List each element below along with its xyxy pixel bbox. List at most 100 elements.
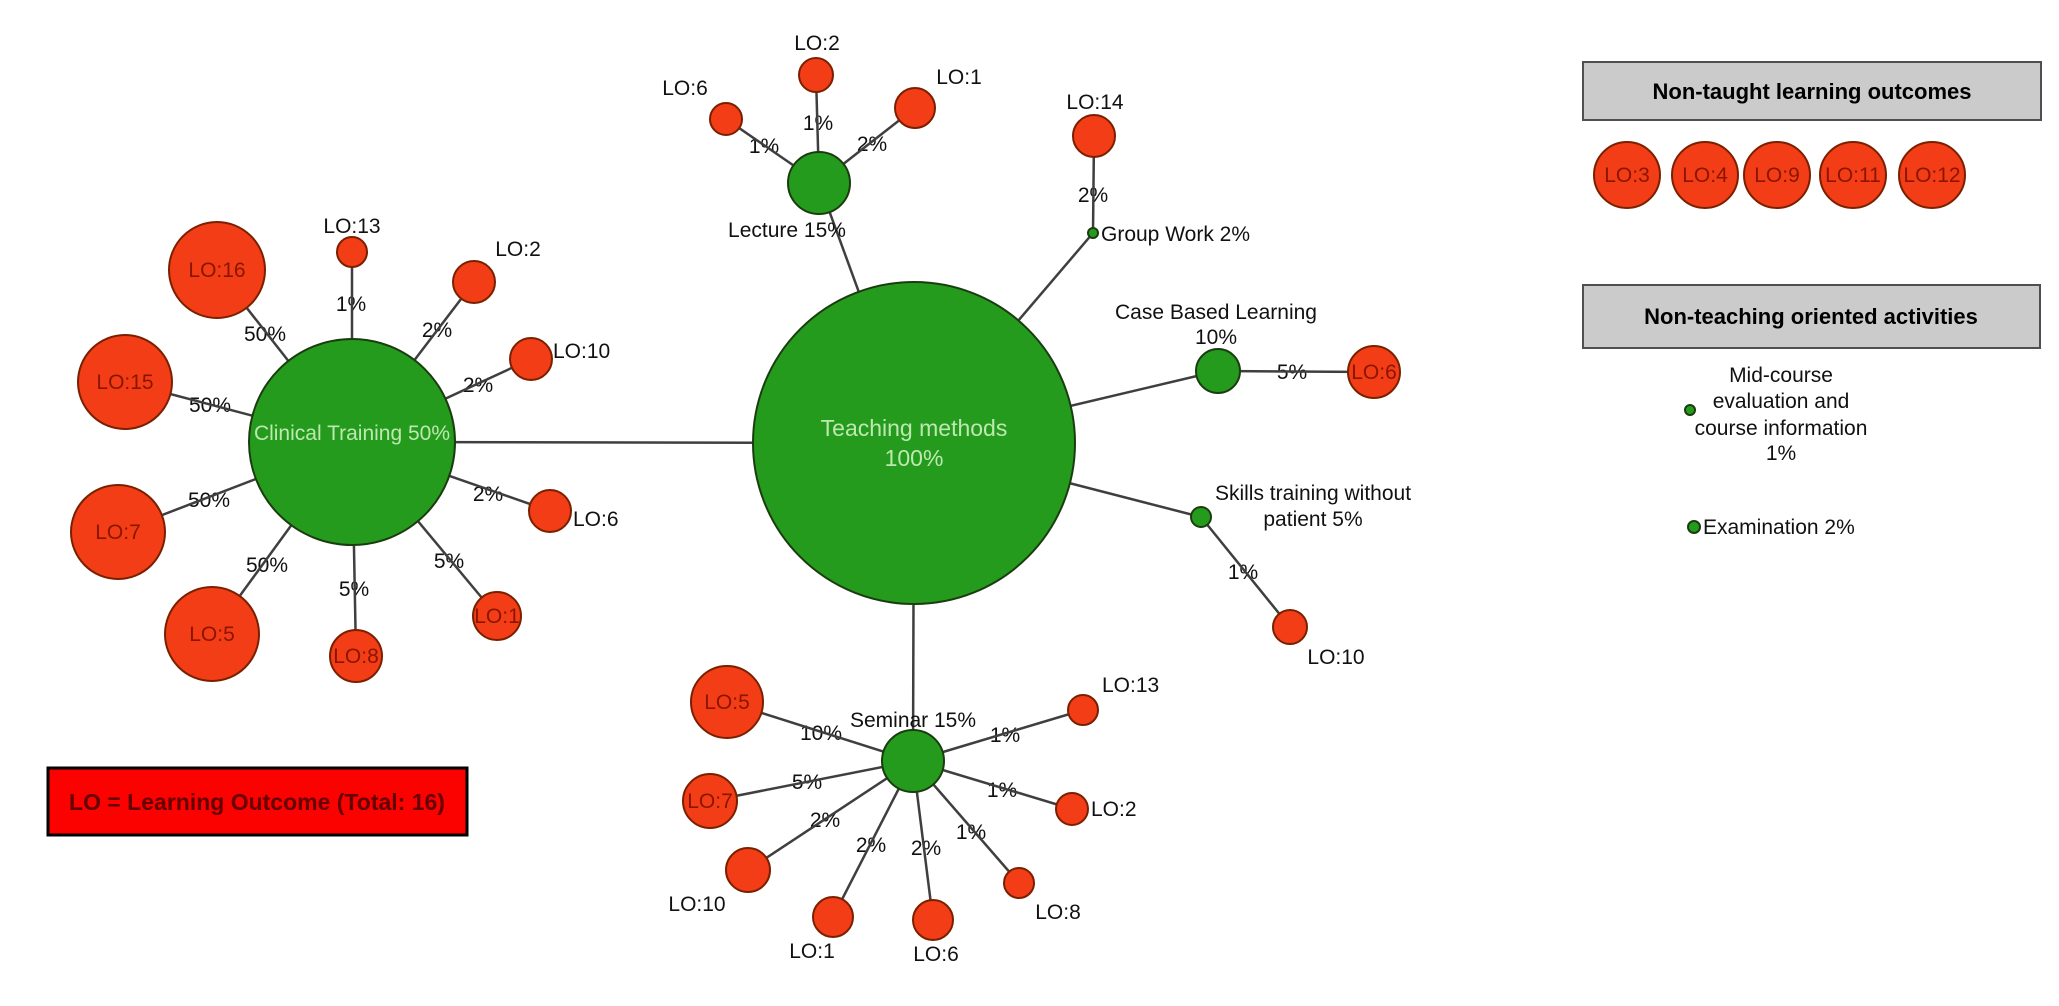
node-clinical-lo8 <box>329 629 383 683</box>
node-nontaught-lo12 <box>1898 141 1966 209</box>
examination-label: Examination 2% <box>1703 516 1855 539</box>
clinical-node-label: Clinical Training 50% <box>254 422 450 445</box>
lo-label-inside: LO:12 <box>1903 164 1960 187</box>
node-clinical-training <box>248 338 456 546</box>
pct-label: 50% <box>188 489 230 512</box>
node-lecture-lo1 <box>894 87 936 129</box>
lecture-node-label: Lecture 15% <box>728 219 846 242</box>
lo-label-inside: LO:15 <box>96 371 153 394</box>
node-case-based-learning <box>1195 348 1241 394</box>
non-taught-header-box <box>1582 61 2042 121</box>
edge-seminar-lo7 <box>709 759 914 803</box>
lo-label: LO:14 <box>1066 91 1124 114</box>
non-taught-title: Non-taught learning outcomes <box>1653 79 1972 104</box>
node-skills-training <box>1190 506 1212 528</box>
central-node-percent: 100% <box>885 445 944 471</box>
node-clinical-lo6 <box>528 489 572 533</box>
pct-label: 2% <box>473 483 503 506</box>
labels: Teaching methods 100% Clinical Training … <box>95 32 1411 966</box>
node-clinical-lo16 <box>168 221 266 319</box>
non-teaching-header-box <box>1582 284 2041 349</box>
node-nontaught-lo9 <box>1743 141 1811 209</box>
node-seminar-lo5 <box>690 665 764 739</box>
node-lecture <box>787 151 851 215</box>
lo-label: LO:2 <box>794 32 840 55</box>
node-groupwork-lo14 <box>1072 114 1116 158</box>
lo-label-inside: LO:5 <box>189 623 235 646</box>
lo-label-inside: LO:8 <box>333 645 379 668</box>
lo-label: LO:10 <box>668 893 725 916</box>
lo-label-inside: LO:7 <box>687 790 733 813</box>
lo-label: LO:8 <box>1035 901 1081 924</box>
node-seminar-lo10 <box>725 847 771 893</box>
groupwork-node-label: Group Work 2% <box>1101 223 1250 246</box>
node-lecture-lo6 <box>709 102 743 136</box>
node-mid-course-dot <box>1684 404 1696 416</box>
lo-label: LO:6 <box>573 508 619 531</box>
pct-label: 1% <box>990 724 1020 747</box>
node-seminar-lo2 <box>1055 792 1089 826</box>
lo-label-inside: LO:6 <box>1351 361 1397 384</box>
node-seminar-lo8 <box>1003 867 1035 899</box>
node-nontaught-lo4 <box>1671 141 1739 209</box>
percent-labels: 50% 1% 2% 2% 2% 5% 5% 50% 50% 50% 1% 1% … <box>188 112 1307 860</box>
lo-label: LO:2 <box>1091 798 1137 821</box>
lo-label: LO:2 <box>495 238 541 261</box>
central-node-label: Teaching methods <box>821 415 1008 441</box>
lo-label-inside: LO:5 <box>704 691 750 714</box>
node-clinical-lo2 <box>452 260 496 304</box>
lo-label-inside: LO:16 <box>188 259 245 282</box>
node-skills-lo10 <box>1272 609 1308 645</box>
node-nontaught-lo11 <box>1819 141 1887 209</box>
pct-label: 50% <box>244 323 286 346</box>
casebased-node-label: Case Based Learning <box>1115 301 1317 324</box>
lo-label-inside: LO:7 <box>95 521 141 544</box>
seminar-node-label: Seminar 15% <box>850 709 976 732</box>
nodes <box>70 57 1401 941</box>
mid-course-line2: evaluation and <box>1713 390 1850 413</box>
lo-label: LO:6 <box>662 77 708 100</box>
node-clinical-lo15 <box>77 334 173 430</box>
legend-box <box>46 766 469 837</box>
edge-skills-lo10 <box>1200 516 1291 628</box>
legend-text: LO = Learning Outcome (Total: 16) <box>69 789 445 815</box>
edge-seminar-lo10 <box>747 759 914 872</box>
lo-label-inside: LO:11 <box>1825 164 1881 187</box>
mid-course-line1: Mid-course <box>1729 364 1833 387</box>
node-seminar-lo7 <box>682 773 738 829</box>
lo-label-inside: LO:9 <box>1754 164 1800 187</box>
node-clinical-lo10 <box>509 337 553 381</box>
lo-label: LO:10 <box>553 340 610 363</box>
lo-label: LO:1 <box>936 66 982 89</box>
node-teaching-methods <box>752 281 1076 605</box>
mid-course-percent: 1% <box>1766 442 1796 465</box>
mid-course-line3: course information <box>1695 417 1868 440</box>
lo-label: LO:1 <box>789 940 835 963</box>
lo-label: LO:6 <box>913 943 959 966</box>
lo-label: LO:13 <box>323 215 380 238</box>
node-seminar <box>881 729 945 793</box>
node-seminar-lo1 <box>812 896 854 938</box>
non-teaching-title: Non-teaching oriented activities <box>1644 304 1978 329</box>
node-clinical-lo1 <box>472 591 522 641</box>
node-seminar-lo6 <box>912 899 954 941</box>
casebased-node-percent: 10% <box>1195 326 1237 349</box>
node-lecture-lo2 <box>798 57 834 93</box>
non-taught-panel: Non-taught learning outcomes LO:3 LO:4 L… <box>1582 61 2042 209</box>
node-examination-dot <box>1687 520 1701 534</box>
node-group-work <box>1087 227 1099 239</box>
skills-node-label: Skills training without <box>1215 482 1411 505</box>
non-teaching-panel: Non-teaching oriented activities Mid-cou… <box>1582 284 2041 539</box>
lo-label-inside: LO:4 <box>1682 164 1728 187</box>
pct-label: 10% <box>800 722 842 745</box>
pct-label: 2% <box>911 837 941 860</box>
node-seminar-lo13 <box>1067 694 1099 726</box>
node-casebased-lo6 <box>1347 345 1401 399</box>
node-clinical-lo13 <box>336 236 368 268</box>
node-nontaught-lo3 <box>1593 141 1661 209</box>
node-clinical-lo5 <box>164 586 260 682</box>
lo-label-inside: LO:1 <box>474 605 520 628</box>
pct-label: 2% <box>857 133 887 156</box>
